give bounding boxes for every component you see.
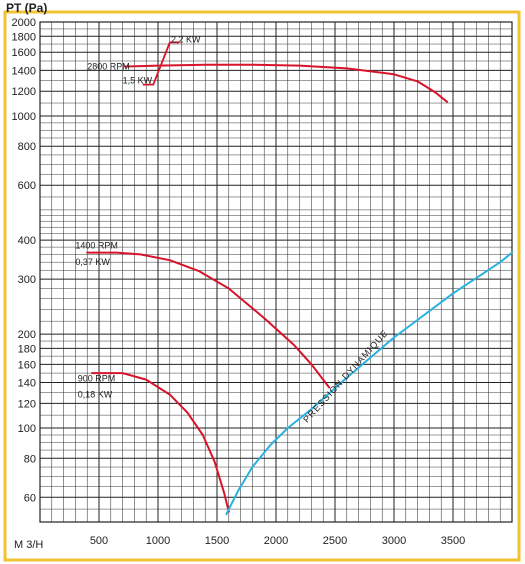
y-tick-label: 1600 bbox=[12, 47, 36, 59]
annotation-label: 0,18 KW bbox=[78, 390, 113, 400]
y-tick-label: 1000 bbox=[12, 111, 36, 123]
x-tick-label: 3500 bbox=[441, 535, 465, 547]
y-ticks: 2000 1800 1600 1400 1200 1000 800 600 400 300 200 1… bbox=[12, 17, 36, 504]
y-tick-label: 800 bbox=[18, 141, 36, 153]
y-tick-label: 180 bbox=[18, 343, 36, 355]
y-tick-label: 400 bbox=[18, 235, 36, 247]
y-tick-label: 1200 bbox=[12, 86, 36, 98]
y-tick-label: 600 bbox=[18, 180, 36, 192]
motor-step-line bbox=[142, 41, 180, 86]
annotation-label: 2,2 KW bbox=[171, 34, 201, 44]
annotation-label: 2800 RPM bbox=[87, 62, 130, 72]
y-tick-label: 60 bbox=[24, 492, 36, 504]
grid bbox=[39, 21, 513, 523]
y-tick-label: 80 bbox=[24, 453, 36, 465]
x-tick-label: 2000 bbox=[264, 535, 288, 547]
x-axis-label: M 3/H bbox=[14, 539, 43, 551]
y-tick-label: 1800 bbox=[12, 31, 36, 43]
x-tick-label: 3000 bbox=[382, 535, 406, 547]
annotation-label: 900 RPM bbox=[78, 374, 116, 384]
y-tick-label: 300 bbox=[18, 274, 36, 286]
y-tick-label: 2000 bbox=[12, 17, 36, 29]
y-tick-label: 1400 bbox=[12, 65, 36, 77]
pression-dynamique-label: PRESSION DYNAMIQUE bbox=[301, 328, 390, 425]
y-axis-label: PT (Pa) bbox=[6, 1, 47, 15]
curve-900-rpm-0-18-kw bbox=[90, 372, 230, 513]
annotation-label: 0,37 KW bbox=[75, 257, 110, 267]
y-tick-label: 200 bbox=[18, 329, 36, 341]
x-ticks: 500 1000 1500 2000 2500 3000 3500 bbox=[90, 535, 465, 547]
y-tick-label: 120 bbox=[18, 398, 36, 410]
annotations-layer: 2800 RPM 1,5 KW 2,2 KW 1400 RPM 0,37 KW 900 R… bbox=[75, 34, 201, 399]
x-tick-label: 500 bbox=[90, 535, 108, 547]
y-tick-label: 100 bbox=[18, 423, 36, 435]
curve-pression-dynamique bbox=[225, 251, 513, 516]
curve-2800-rpm bbox=[124, 63, 449, 103]
series-layer bbox=[86, 41, 513, 516]
annotation-label: 1400 RPM bbox=[75, 240, 118, 250]
x-tick-label: 1000 bbox=[146, 535, 170, 547]
x-tick-label: 2500 bbox=[323, 535, 347, 547]
annotation-label: 1,5 KW bbox=[123, 75, 153, 85]
y-tick-label: 160 bbox=[18, 359, 36, 371]
y-tick-label: 140 bbox=[18, 377, 36, 389]
chart-border bbox=[3, 10, 521, 562]
x-tick-label: 1500 bbox=[205, 535, 229, 547]
curve-1400-rpm-0-37-kw bbox=[86, 251, 331, 389]
